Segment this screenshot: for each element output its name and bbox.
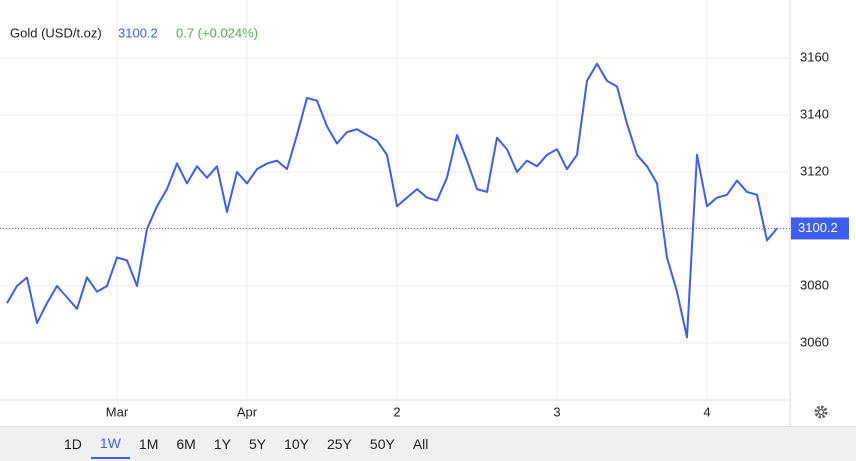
- last-price-box: [791, 217, 849, 240]
- chart-title: Gold (USD/t.oz): [10, 25, 102, 40]
- range-button[interactable]: 5Y: [248, 436, 267, 452]
- x-tick-label: Mar: [106, 404, 129, 419]
- x-tick-label: 3: [553, 404, 560, 419]
- y-tick-label: 3060: [800, 334, 829, 349]
- y-tick-label: 3080: [800, 277, 829, 292]
- y-tick-label: 3120: [800, 163, 829, 178]
- range-button[interactable]: 1M: [138, 436, 159, 452]
- range-button[interactable]: 1D: [64, 436, 82, 452]
- x-tick-label: 2: [393, 404, 400, 419]
- range-button[interactable]: 25Y: [326, 436, 352, 452]
- chart: Gold (USD/t.oz) 3100.2 0.7 (+0.024%) 306…: [0, 0, 849, 426]
- range-button[interactable]: 10Y: [284, 436, 309, 452]
- y-tick-label: 3140: [800, 106, 829, 121]
- x-tick-label: 4: [703, 404, 710, 419]
- price-line: [6, 62, 778, 339]
- range-button[interactable]: 50Y: [369, 436, 395, 452]
- range-button[interactable]: 6M: [176, 436, 196, 452]
- price-change: 0.7 (+0.024%): [176, 25, 258, 40]
- x-tick-label: Apr: [237, 404, 258, 419]
- range-button[interactable]: 1Y: [213, 436, 231, 452]
- range-button[interactable]: 1W: [90, 429, 130, 459]
- range-button[interactable]: All: [412, 436, 429, 452]
- y-tick-label: 3160: [800, 49, 829, 64]
- range-bar: 1D 1W 1M 6M 1Y 5Y 10Y 25Y 50Y All: [0, 426, 856, 461]
- last-price-label: 3100.2: [798, 220, 838, 235]
- settings-icon[interactable]: [814, 405, 828, 419]
- last-price: 3100.2: [118, 25, 158, 40]
